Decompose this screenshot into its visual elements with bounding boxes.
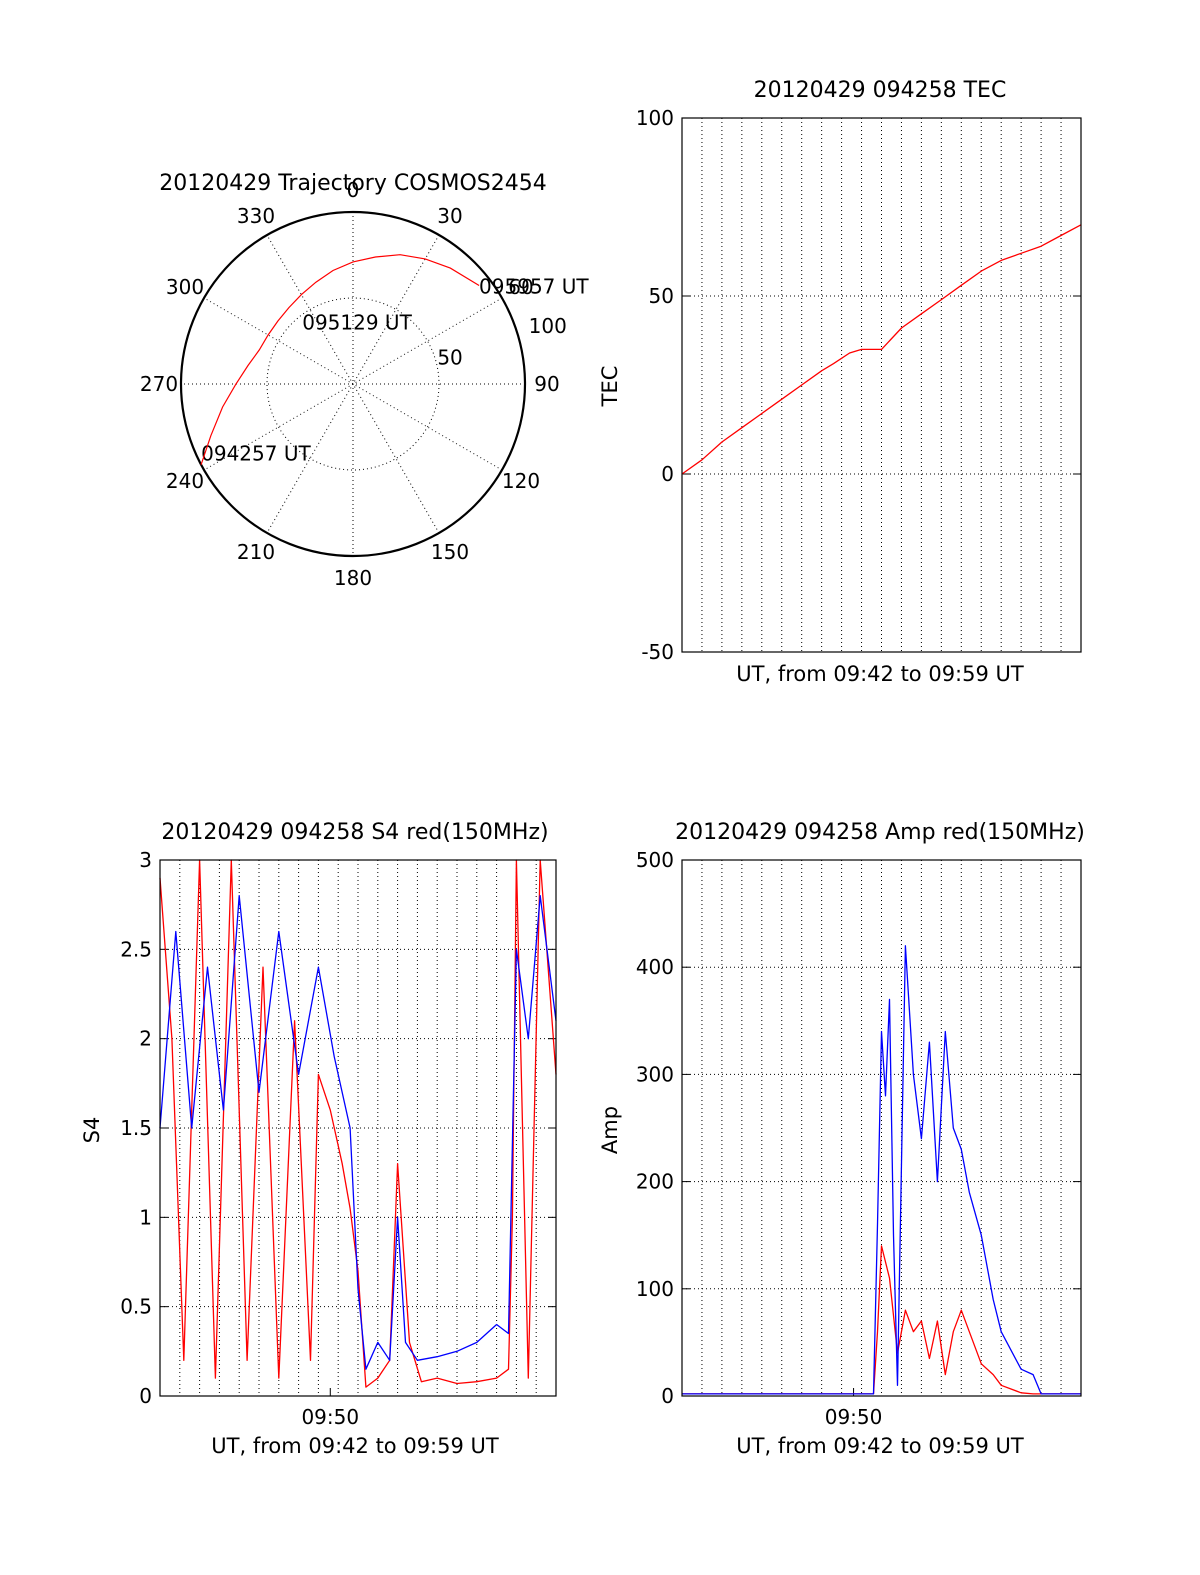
s4-title: 20120429 094258 S4 red(150MHz) [161,820,548,845]
polar-azimuth-label: 120 [502,469,540,493]
polar-radial-label: 50 [437,345,462,369]
polar-azimuth-label: 300 [166,275,204,299]
polar-time-annotation: 095129 UT [302,310,412,334]
polar-labels: 0 30 60 90 120 150 180 210 240 270 300 330 50 100 0959… [140,178,589,590]
s4-plot-area: 0 0.5 1 1.5 2 2.5 3 09:50 [120,848,557,1429]
amp-ytick-label: 0 [661,1384,674,1408]
tec-ytick-label: 50 [649,284,674,308]
polar-grid [179,210,527,558]
s4-series-line [159,895,557,1370]
tec-xlabel: UT, from 09:42 to 09:59 UT [736,662,1024,686]
polar-azimuth-label: 180 [334,566,372,590]
tec-ytick-label: 0 [661,462,674,486]
s4-xtick-label: 09:50 [301,1405,359,1429]
tec-ylabel: TEC [598,366,622,408]
s4-ytick-label: 1.5 [120,1116,152,1140]
s4-xlabel: UT, from 09:42 to 09:59 UT [211,1434,499,1458]
amp-xtick-label: 09:50 [825,1405,883,1429]
amp-xlabel: UT, from 09:42 to 09:59 UT [736,1434,1024,1458]
polar-azimuth-label: 330 [237,204,275,228]
polar-time-annotation: 094257 UT [201,442,311,466]
polar-azimuth-label: 30 [437,204,462,228]
polar-azimuth-label: 90 [534,372,559,396]
s4-ytick-label: 1 [139,1205,152,1229]
polar-azimuth-label: 270 [140,372,178,396]
amp-series-line [682,1245,1081,1395]
tec-title: 20120429 094258 TEC [754,78,1007,103]
amp-plot-area: 0 100 200 300 400 500 09:50 [636,848,1082,1429]
polar-azimuth-label: 240 [166,469,204,493]
amp-ytick-label: 200 [636,1170,674,1194]
amp-ytick-label: 500 [636,848,674,872]
amp-title: 20120429 094258 Amp red(150MHz) [675,820,1085,845]
amp-series-line [682,945,1081,1395]
s4-ytick-label: 0 [139,1384,152,1408]
polar-spoke-150 [266,234,440,534]
s4-ylabel: S4 [80,1117,104,1144]
tec-ytick-label: 100 [636,106,674,130]
amp-ytick-label: 100 [636,1277,674,1301]
polar-azimuth-label: 60 [508,275,533,299]
polar-trajectory-panel: 20120429 Trajectory COSMOS2454 0 30 60 90 12… [140,171,589,590]
s4-ytick-label: 0.5 [120,1295,152,1319]
polar-azimuth-label: 0 [347,178,360,202]
polar-series [200,254,480,465]
amp-frame [681,859,1082,1397]
tec-series-line [681,224,1082,475]
polar-azimuth-label: 210 [237,540,275,564]
polar-azimuth-label: 150 [431,540,469,564]
tec-frame [681,117,1082,653]
polar-title: 20120429 Trajectory COSMOS2454 [159,171,546,196]
polar-ring-50 [266,297,440,471]
s4-ytick-label: 2 [139,1027,152,1051]
polar-time-annotation: 095957 UT [479,275,589,299]
tec-plot-area: -50 0 50 100 [636,106,1082,664]
amp-ylabel: Amp [598,1106,622,1154]
amp-panel: 20120429 094258 Amp red(150MHz) UT, from… [598,820,1085,1458]
trajectory-line [200,254,480,465]
s4-panel: 20120429 094258 S4 red(150MHz) UT, from … [80,820,557,1458]
polar-radial-label: 100 [529,314,567,338]
s4-ytick-label: 2.5 [120,937,152,961]
amp-ytick-label: 300 [636,1062,674,1086]
tec-panel: 20120429 094258 TEC UT, from 09:42 to 09… [598,78,1082,686]
amp-ytick-label: 400 [636,955,674,979]
s4-frame [159,859,557,1397]
s4-ytick-label: 3 [139,848,152,872]
tec-ytick-label: -50 [641,640,674,664]
